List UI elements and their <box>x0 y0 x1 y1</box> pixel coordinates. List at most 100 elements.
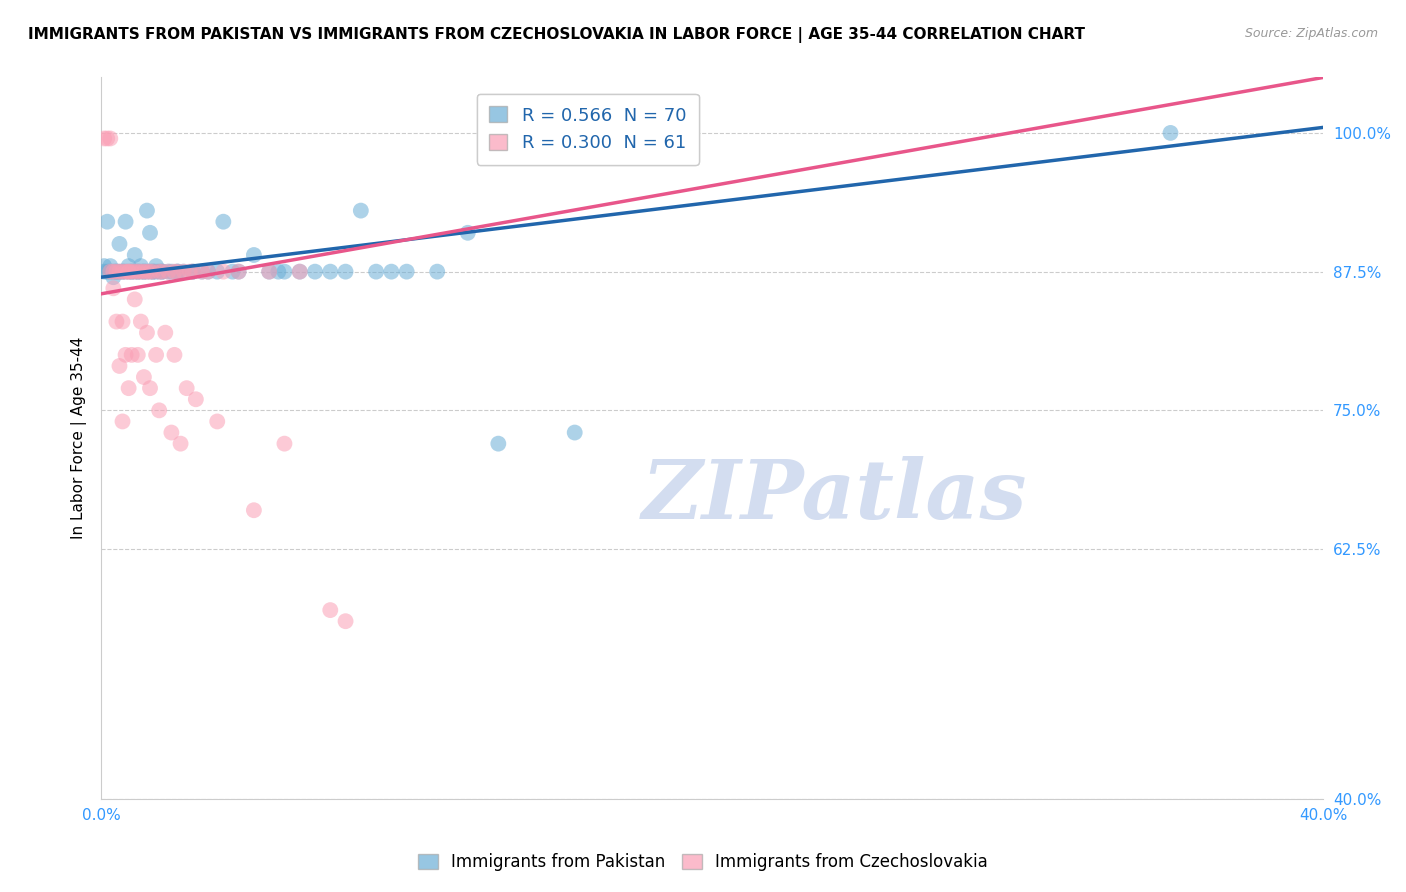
Point <box>257 265 280 279</box>
Point <box>160 265 183 279</box>
Point <box>124 293 146 307</box>
Point <box>1160 126 1182 140</box>
Point <box>117 265 139 279</box>
Point <box>139 265 162 279</box>
Point <box>121 348 143 362</box>
Point <box>103 270 125 285</box>
Point <box>108 236 131 251</box>
Point <box>155 326 177 340</box>
Point <box>150 265 173 279</box>
Point <box>191 265 214 279</box>
Point <box>273 265 295 279</box>
Point <box>98 131 121 145</box>
Point <box>228 265 250 279</box>
Point <box>98 265 121 279</box>
Point <box>117 265 139 279</box>
Point <box>105 265 128 279</box>
Point <box>257 265 280 279</box>
Point <box>163 348 186 362</box>
Point <box>142 265 165 279</box>
Point <box>129 315 152 329</box>
Point <box>127 348 149 362</box>
Point <box>288 265 311 279</box>
Point <box>335 614 357 628</box>
Point <box>163 265 186 279</box>
Point <box>136 203 159 218</box>
Point <box>132 265 155 279</box>
Point <box>93 265 115 279</box>
Legend: Immigrants from Pakistan, Immigrants from Czechoslovakia: Immigrants from Pakistan, Immigrants fro… <box>409 845 997 880</box>
Point <box>304 265 326 279</box>
Point <box>139 226 162 240</box>
Point <box>160 425 183 440</box>
Point <box>129 265 152 279</box>
Point <box>93 131 115 145</box>
Point <box>395 265 418 279</box>
Point <box>139 265 162 279</box>
Point <box>380 265 402 279</box>
Point <box>117 265 139 279</box>
Point <box>169 436 191 450</box>
Point <box>93 259 115 273</box>
Point <box>108 265 131 279</box>
Point <box>114 265 136 279</box>
Point <box>108 359 131 373</box>
Point <box>127 265 149 279</box>
Point <box>319 603 342 617</box>
Point <box>228 265 250 279</box>
Point <box>173 265 195 279</box>
Point <box>121 265 143 279</box>
Point <box>243 248 266 262</box>
Point <box>142 265 165 279</box>
Point <box>366 265 388 279</box>
Point <box>166 265 188 279</box>
Point <box>150 265 173 279</box>
Point <box>111 265 134 279</box>
Y-axis label: In Labor Force | Age 35-44: In Labor Force | Age 35-44 <box>72 337 87 540</box>
Point <box>181 265 204 279</box>
Point <box>136 265 159 279</box>
Point <box>127 265 149 279</box>
Point <box>114 348 136 362</box>
Point <box>121 265 143 279</box>
Point <box>207 265 229 279</box>
Text: ZIPatlas: ZIPatlas <box>641 456 1028 536</box>
Point <box>117 259 139 273</box>
Point <box>181 265 204 279</box>
Point <box>173 265 195 279</box>
Point <box>132 265 155 279</box>
Point <box>114 265 136 279</box>
Point <box>124 265 146 279</box>
Point <box>105 265 128 279</box>
Point <box>288 265 311 279</box>
Point <box>350 203 373 218</box>
Point <box>564 425 586 440</box>
Point <box>184 392 207 407</box>
Point <box>166 265 188 279</box>
Point <box>166 265 188 279</box>
Point <box>457 226 479 240</box>
Point <box>108 265 131 279</box>
Point <box>191 265 214 279</box>
Point <box>139 381 162 395</box>
Point <box>98 259 121 273</box>
Point <box>129 259 152 273</box>
Point <box>105 265 128 279</box>
Point <box>117 381 139 395</box>
Point <box>114 215 136 229</box>
Point <box>148 403 170 417</box>
Point <box>157 265 180 279</box>
Point <box>136 265 159 279</box>
Point <box>103 265 125 279</box>
Point <box>111 265 134 279</box>
Point <box>98 265 121 279</box>
Point <box>132 265 155 279</box>
Point <box>197 265 219 279</box>
Point <box>150 265 173 279</box>
Point <box>121 265 143 279</box>
Point <box>179 265 201 279</box>
Legend: R = 0.566  N = 70, R = 0.300  N = 61: R = 0.566 N = 70, R = 0.300 N = 61 <box>477 94 699 164</box>
Point <box>111 414 134 428</box>
Point <box>212 215 235 229</box>
Point <box>124 265 146 279</box>
